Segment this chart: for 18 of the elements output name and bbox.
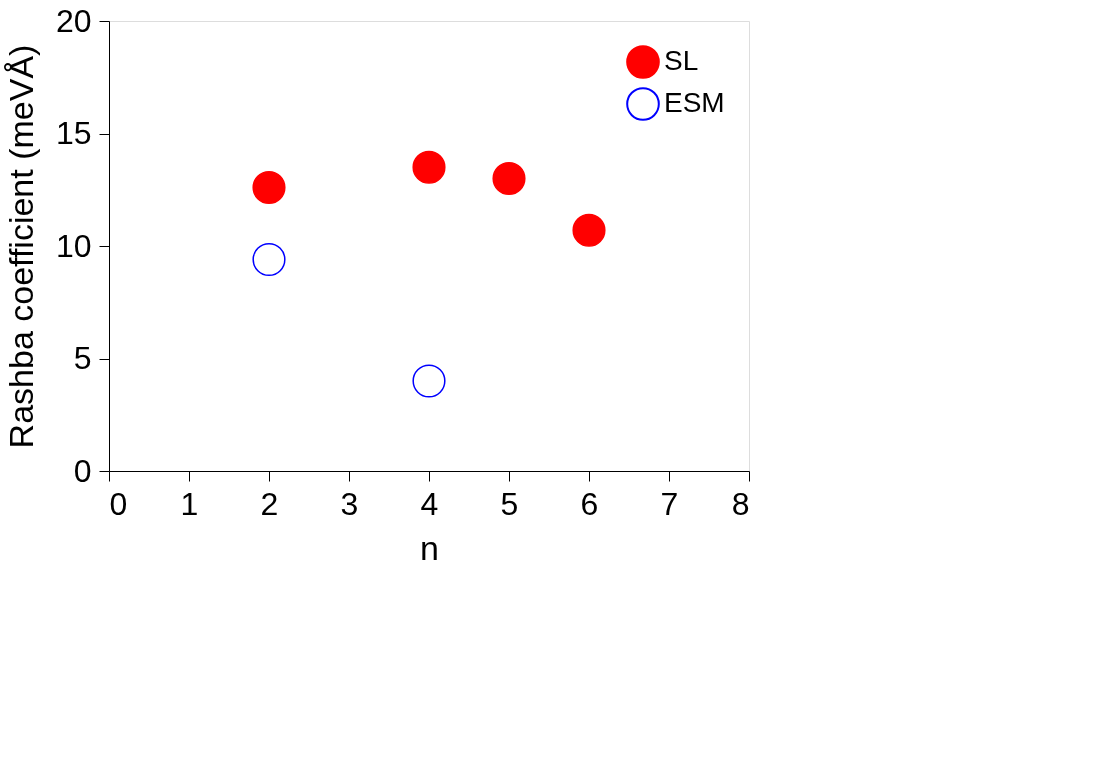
legend-label: ESM bbox=[664, 87, 725, 118]
y-tick-label: 15 bbox=[55, 115, 92, 151]
legend-label: SL bbox=[664, 45, 699, 76]
x-tick-label: 3 bbox=[340, 485, 359, 522]
x-tick-label: 6 bbox=[580, 485, 599, 522]
x-tick-label: 5 bbox=[500, 485, 519, 522]
x-tick-label: 2 bbox=[260, 485, 279, 522]
y-tick-label: 10 bbox=[55, 227, 92, 264]
y-tick-label: 20 bbox=[55, 2, 92, 39]
y-tick-label: 0 bbox=[73, 452, 92, 489]
x-axis-title: n bbox=[420, 528, 439, 567]
y-tick-label: 5 bbox=[73, 340, 92, 376]
y-axis-title: Rashba coefficient (meVÅ) bbox=[1, 44, 40, 449]
x-tick-label: 1 bbox=[180, 485, 199, 522]
x-tick-label: 7 bbox=[660, 485, 679, 522]
x-tick-label: 4 bbox=[420, 485, 439, 522]
x-tick-label: 8 bbox=[731, 485, 750, 522]
x-tick-label: 0 bbox=[109, 485, 128, 522]
